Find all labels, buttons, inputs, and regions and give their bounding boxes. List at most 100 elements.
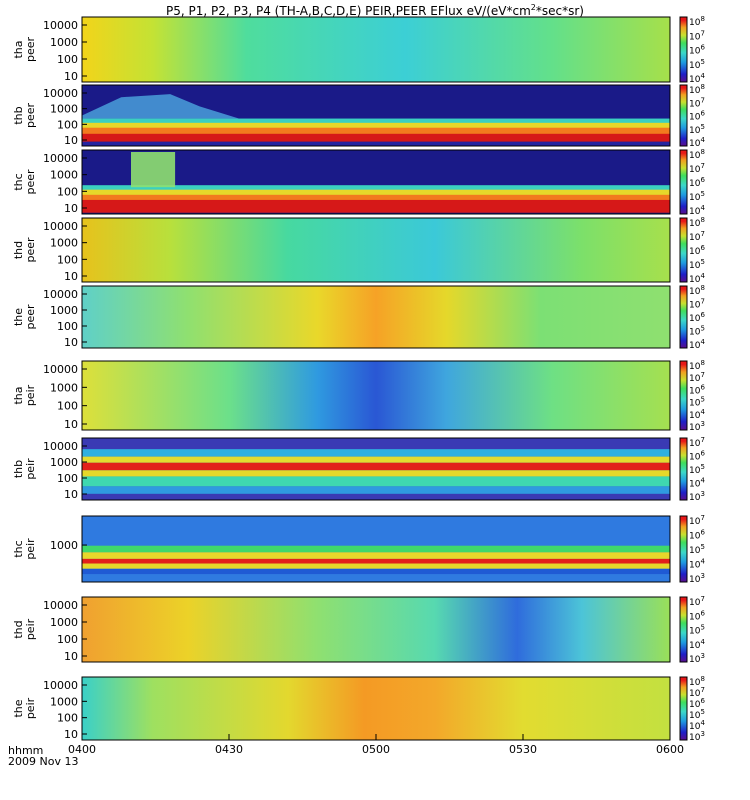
colorbar-exponent: 7: [700, 371, 704, 379]
y-tick-label: 10000: [43, 288, 78, 301]
colorbar-exponent: 3: [700, 490, 704, 498]
y-tick-label: 10000: [43, 87, 78, 100]
colorbar-tick-label: 103: [689, 652, 705, 665]
y-tick-label: 10000: [43, 152, 78, 165]
y-tick-label: 10: [64, 270, 78, 283]
colorbar-tick-label: 106: [689, 450, 705, 463]
colorbar-exponent: 7: [700, 514, 704, 522]
y-tick-label: 10: [64, 418, 78, 431]
spectrogram-band: [82, 470, 670, 477]
colorbar: [679, 149, 688, 215]
panel-frame: [81, 217, 671, 283]
colorbar-tick-label: 105: [689, 325, 705, 338]
colorbar: [679, 285, 688, 349]
panel-product-label: peer: [24, 169, 37, 195]
colorbar-exponent: 4: [700, 72, 705, 80]
colorbar-exponent: 5: [700, 463, 704, 471]
y-tick-label: 100: [57, 253, 78, 266]
colorbar-tick-label: 108: [689, 15, 705, 28]
colorbar-tick-label: 107: [689, 595, 705, 608]
colorbar: [679, 16, 688, 83]
time-tick-label: 0600: [656, 743, 684, 756]
time-axis: 0400 0430 0500 0530 0600: [68, 734, 684, 756]
colorbar-exponent: 7: [700, 595, 704, 603]
colorbar: [679, 515, 688, 583]
y-tick-label: 100: [57, 472, 78, 485]
panel-product-label: peer: [24, 37, 37, 63]
panel-product-label: peir: [24, 458, 37, 480]
colorbar-exponent: 8: [700, 675, 704, 683]
colorbar-tick-label: 108: [689, 148, 705, 161]
title-end: *sec*sr): [535, 4, 584, 18]
colorbar-exponent: 4: [700, 204, 705, 212]
colorbar-exponent: 6: [700, 450, 705, 458]
panel-probe-label: the: [12, 308, 25, 326]
colorbar-exponent: 5: [700, 190, 704, 198]
panel-frame: [81, 149, 671, 215]
colorbar-tick-label: 108: [689, 284, 705, 297]
colorbar-tick-label: 106: [689, 44, 705, 57]
panel-product-label: peer: [24, 304, 37, 330]
colorbar-exponent: 3: [700, 420, 704, 428]
spectrogram-band: [82, 189, 670, 197]
colorbar-tick-label: 108: [689, 359, 705, 372]
y-tick-label: 100: [57, 400, 78, 413]
colorbar-tick-label: 105: [689, 190, 705, 203]
panel-frame: [81, 16, 671, 83]
colorbar-exponent: 4: [700, 408, 705, 416]
y-tick-label: 10000: [43, 363, 78, 376]
colorbar-exponent: 5: [700, 396, 704, 404]
colorbar-exponent: 6: [700, 244, 705, 252]
colorbar-exponent: 7: [700, 162, 704, 170]
colorbar-tick-label: 104: [689, 638, 705, 651]
figure-title: P5, P1, P2, P3, P4 (TH-A,B,C,D,E) PEIR,P…: [0, 1, 750, 18]
panel-frame: [81, 84, 671, 147]
spectrogram-band: [82, 563, 670, 569]
y-tick-label: 100: [57, 320, 78, 333]
spectrogram-band: [82, 462, 670, 471]
y-tick-label: 1000: [50, 616, 78, 629]
y-tick-label: 10: [64, 202, 78, 215]
panel-probe-label: thd: [12, 241, 25, 259]
colorbar: [679, 676, 688, 741]
y-tick-label: 100: [57, 633, 78, 646]
colorbar-exponent: 3: [700, 652, 704, 660]
time-tick-label: 0500: [362, 743, 390, 756]
y-tick-label: 10: [64, 488, 78, 501]
colorbar-tick-label: 107: [689, 230, 705, 243]
colorbar-exponent: 7: [700, 686, 704, 694]
colorbar-exponent: 8: [700, 284, 704, 292]
spectrogram-band: [82, 449, 670, 457]
y-tick-label: 1000: [50, 237, 78, 250]
colorbar-tick-label: 107: [689, 29, 705, 42]
title-main: P5, P1, P2, P3, P4 (TH-A,B,C,D,E) PEIR,P…: [166, 4, 531, 18]
colorbar-tick-label: 105: [689, 543, 705, 556]
panel-probe-label: tha: [12, 40, 25, 58]
y-tick-label: 1000: [50, 695, 78, 708]
colorbar-exponent: 7: [700, 230, 704, 238]
colorbar-tick-label: 104: [689, 477, 705, 490]
colorbar-exponent: 4: [700, 272, 705, 280]
colorbar-tick-label: 106: [689, 110, 705, 123]
colorbar-tick-label: 105: [689, 396, 705, 409]
colorbar-tick-label: 106: [689, 529, 705, 542]
y-tick-label: 1000: [50, 36, 78, 49]
colorbar-tick-label: 107: [689, 162, 705, 175]
colorbar-exponent: 4: [700, 136, 705, 144]
colorbar-tick-label: 106: [689, 609, 705, 622]
colorbar-exponent: 6: [700, 697, 705, 705]
spectrogram-field: [82, 17, 670, 82]
colorbar-exponent: 5: [700, 708, 704, 716]
colorbar-tick-label: 104: [689, 558, 705, 571]
colorbar-tick-label: 106: [689, 244, 705, 257]
colorbar-tick-label: 104: [689, 408, 705, 421]
spectrogram-band: [82, 133, 670, 142]
spectrogram-band: [82, 476, 670, 487]
colorbar-exponent: 4: [700, 558, 705, 566]
panel-product-label: peir: [24, 384, 37, 406]
y-tick-label: 10000: [43, 440, 78, 453]
